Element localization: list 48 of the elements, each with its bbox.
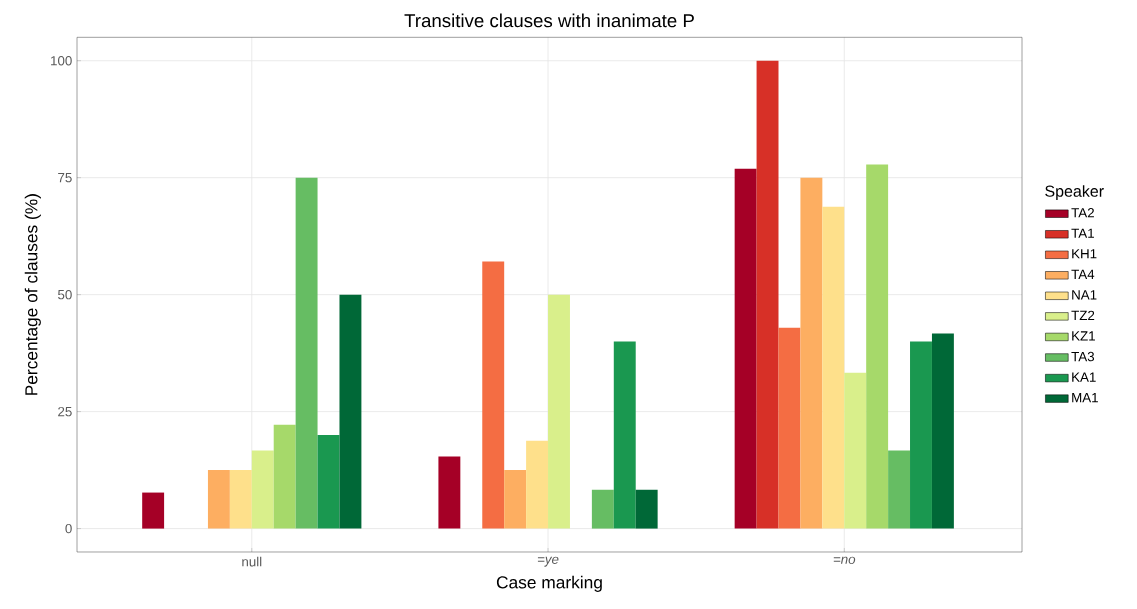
x-tick-label: =no (833, 556, 856, 564)
bar (548, 294, 570, 529)
legend-label: KZ1 (1072, 331, 1095, 341)
bar (251, 450, 274, 529)
bar (142, 492, 165, 529)
bar (844, 372, 867, 529)
bar (438, 456, 461, 529)
legend-label: MA1 (1072, 393, 1098, 403)
x-axis-title: Case marking (496, 575, 602, 592)
bar (207, 470, 230, 529)
bar (888, 450, 911, 529)
y-tick-label: 25 (58, 406, 72, 417)
bar (910, 341, 932, 529)
x-tick-label: null (242, 556, 262, 567)
legend-label: TA3 (1071, 351, 1095, 362)
legend-title: Speaker (1045, 185, 1104, 201)
bar (526, 440, 549, 529)
legend-label: TZ2 (1071, 310, 1095, 321)
legend-label: KH1 (1072, 249, 1097, 259)
bar (613, 341, 636, 529)
bar (822, 206, 845, 529)
legend-label: NA1 (1072, 290, 1097, 300)
y-tick-label: 75 (58, 173, 72, 183)
bar (734, 168, 757, 529)
bar (504, 470, 527, 529)
y-tick-label: 0 (65, 523, 72, 534)
bar (931, 333, 954, 529)
y-tick-label: 50 (58, 289, 72, 300)
legend-label: TA1 (1071, 228, 1094, 238)
bar (229, 470, 252, 529)
bar (317, 435, 340, 529)
bar (295, 177, 318, 529)
bar (273, 424, 296, 529)
x-tick-label: =ye (537, 556, 559, 567)
legend-label: TA2 (1071, 208, 1094, 218)
bar (778, 327, 801, 529)
bar (866, 164, 889, 529)
bar (756, 60, 779, 529)
y-tick-label: 100 (51, 56, 72, 66)
bar (591, 489, 614, 529)
bar (635, 489, 658, 529)
legend-label: TA4 (1071, 269, 1095, 279)
bar (482, 261, 505, 529)
legend-label: KA1 (1072, 372, 1096, 382)
y-axis-title: Percentage of clauses (%) (24, 194, 41, 395)
chart-title: Transitive clauses with inanimate P (404, 13, 694, 28)
bar (339, 294, 362, 529)
bar (800, 177, 823, 529)
